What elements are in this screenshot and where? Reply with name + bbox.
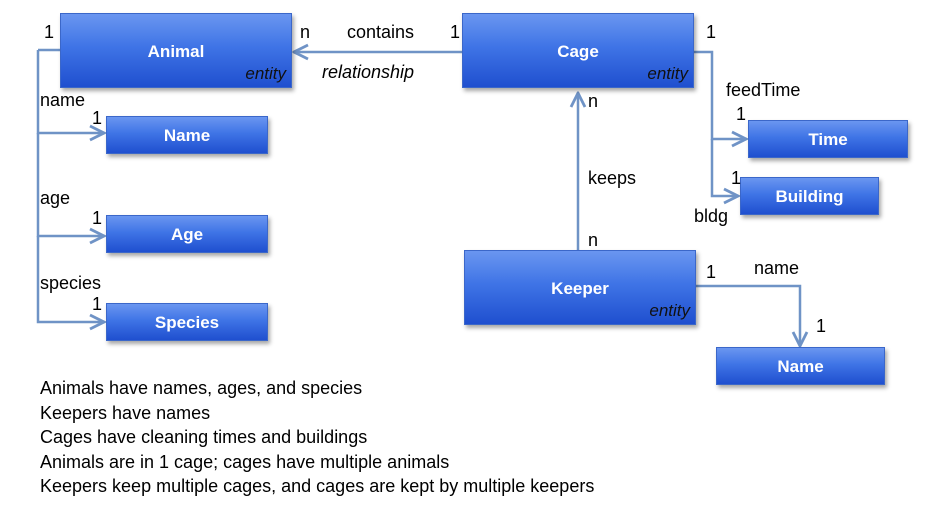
cage-building-connector (710, 139, 738, 196)
species-edge-label: species (40, 273, 102, 293)
keeper-name-connector (694, 284, 800, 346)
species-attribute[interactable]: Species (106, 303, 268, 341)
keeper-stereotype: entity (649, 301, 690, 320)
animal-name-attribute[interactable]: Name (106, 116, 268, 154)
keeper-entity-title: Keeper (551, 279, 609, 298)
keeps-keeper-n-cardinality: n (588, 230, 599, 250)
building-attribute[interactable]: Building (740, 177, 879, 215)
animal-entity[interactable]: Animal entity (60, 13, 292, 88)
bldg-edge-label: bldg (694, 206, 729, 226)
contains-1-cardinality: 1 (450, 22, 461, 42)
contains-label: contains (347, 22, 415, 42)
animal-name-edge-label: name (40, 90, 86, 110)
relationship-stereotype: relationship (322, 62, 415, 82)
keeper-name-edge-label: name (754, 258, 800, 278)
cage-right-cardinality: 1 (706, 22, 717, 42)
keeper-name-attribute[interactable]: Name (716, 347, 885, 385)
keeps-cage-n-cardinality: n (588, 91, 599, 111)
cage-time-connector (694, 50, 746, 139)
species-cardinality: 1 (92, 294, 103, 314)
keeper-entity[interactable]: Keeper entity (464, 250, 696, 325)
species-attribute-title: Species (154, 313, 220, 332)
age-attribute[interactable]: Age (106, 215, 268, 253)
note-line: Keepers keep multiple cages, and cages a… (40, 476, 595, 496)
animal-name-cardinality: 1 (92, 108, 103, 128)
animal-entity-title: Animal (147, 42, 205, 61)
note-line: Keepers have names (40, 402, 211, 423)
animal-stereotype: entity (245, 64, 286, 83)
cage-entity-title: Cage (557, 42, 599, 61)
note-line: Animals are in 1 cage; cages have multip… (40, 451, 450, 472)
feedtime-edge-label: feedTime (726, 80, 801, 100)
age-cardinality: 1 (92, 208, 103, 228)
animal-left-cardinality: 1 (44, 22, 55, 42)
animal-species-connector (36, 236, 104, 322)
cage-entity[interactable]: Cage entity (462, 13, 694, 88)
contains-n-cardinality: n (300, 22, 311, 42)
time-attribute[interactable]: Time (748, 120, 908, 158)
keeper-right-cardinality: 1 (706, 262, 717, 282)
age-attribute-title: Age (170, 225, 204, 244)
building-cardinality: 1 (731, 168, 742, 188)
keeps-label: keeps (588, 168, 637, 188)
age-edge-label: age (40, 188, 71, 208)
time-attribute-title: Time (808, 130, 848, 149)
time-cardinality: 1 (736, 104, 747, 124)
note-line: Animals have names, ages, and species (40, 378, 363, 398)
notes-list: Animals have names, ages, and species Ke… (40, 376, 594, 499)
building-attribute-title: Building (775, 187, 844, 206)
keeper-name-attribute-title: Name (777, 357, 824, 376)
note-line: Cages have cleaning times and buildings (40, 427, 368, 447)
keeper-name-cardinality: 1 (816, 316, 827, 336)
cage-stereotype: entity (647, 64, 688, 83)
animal-name-attribute-title: Name (163, 126, 211, 145)
